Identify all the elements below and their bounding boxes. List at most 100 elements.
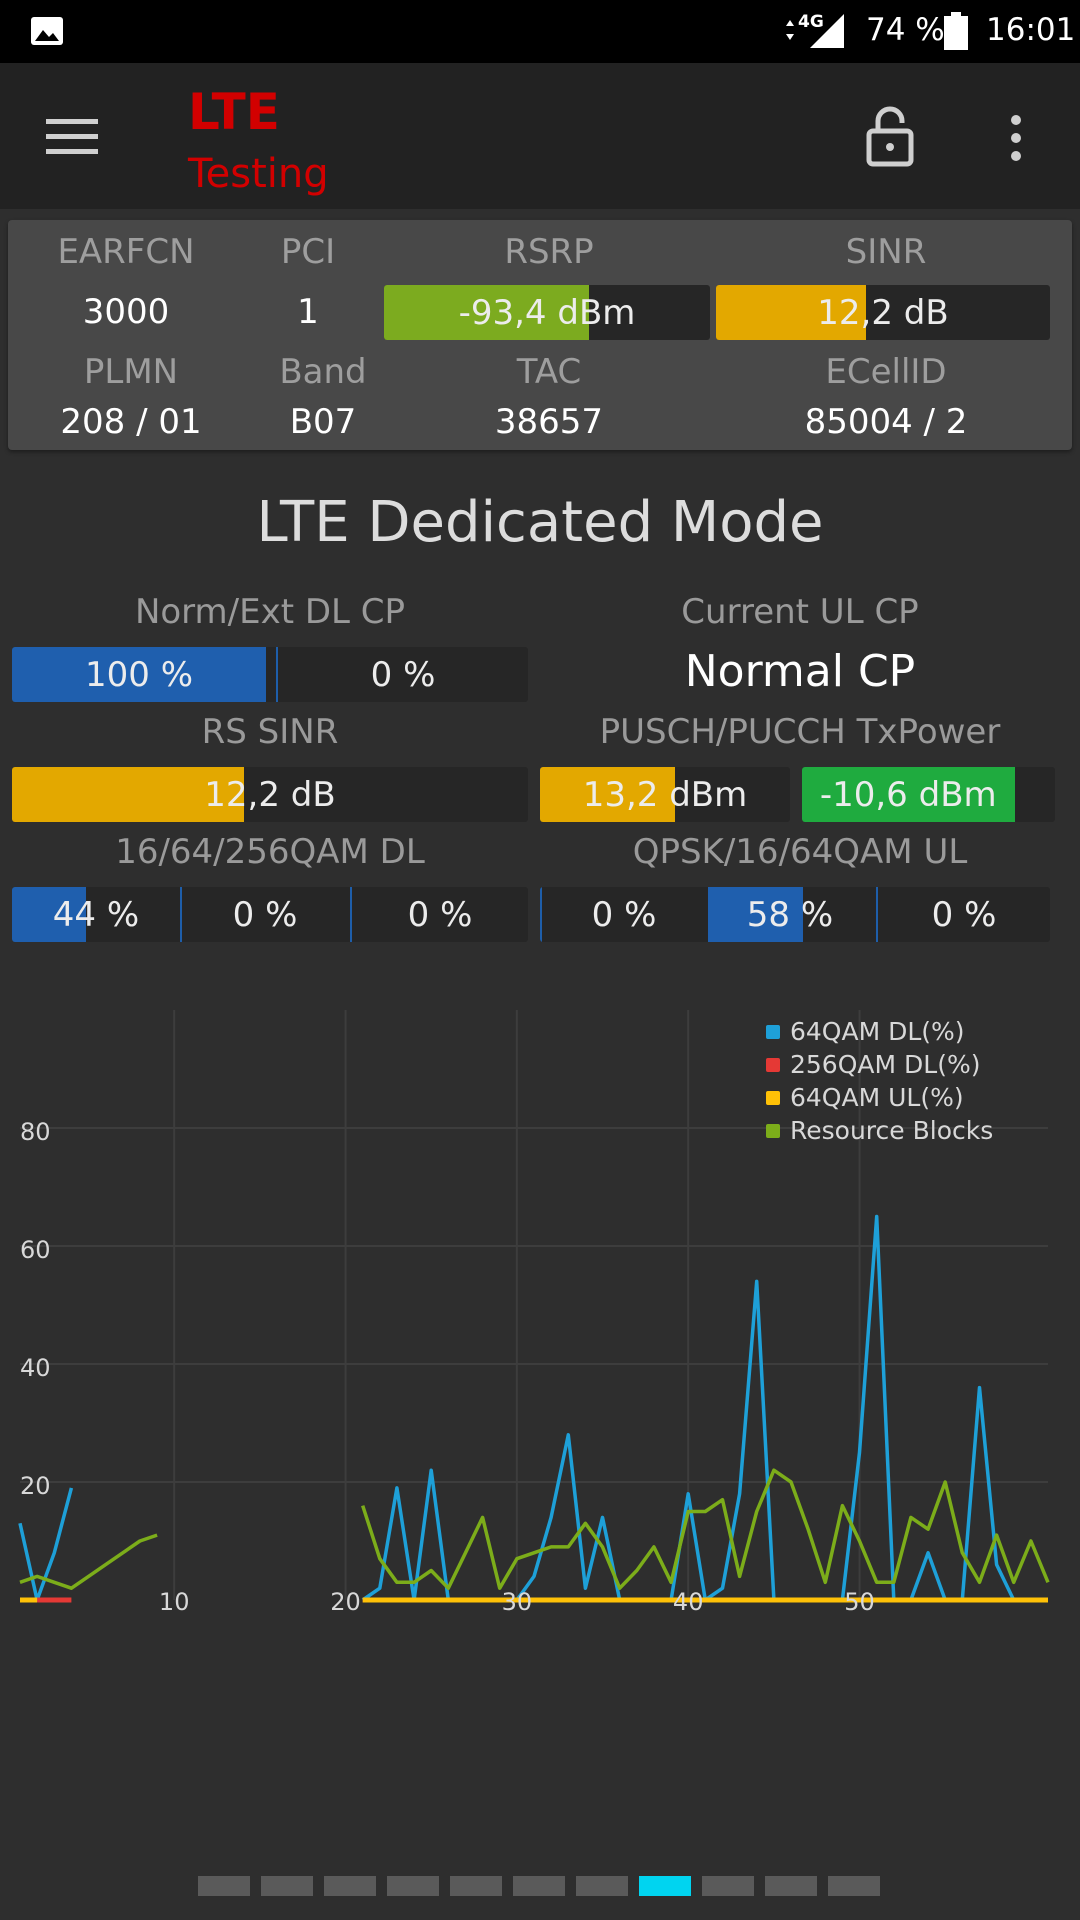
qpsk-ul-value: 0 % — [591, 894, 657, 935]
sinr-bar-fill — [716, 285, 866, 340]
plmn-value: 208 / 01 — [60, 402, 202, 442]
qam16-ul-value: 58 % — [746, 894, 834, 935]
ul-cp-value: Normal CP — [684, 646, 916, 697]
rsrp-bar: -93,4 dBm — [384, 285, 710, 340]
page-dot[interactable] — [765, 1876, 817, 1896]
app-bar: LTE Testing — [0, 63, 1080, 209]
more-vert-icon[interactable] — [1004, 113, 1028, 163]
pucch-value: -10,6 dBm — [819, 774, 997, 815]
legend-label: Resource Blocks — [790, 1116, 994, 1145]
battery-icon — [944, 12, 968, 50]
bar-separator — [350, 887, 352, 942]
dl-cp-normal-fill — [12, 647, 266, 702]
legend-label: 256QAM DL(%) — [790, 1050, 981, 1079]
ecellid-label: ECellID — [825, 352, 947, 392]
bar-separator — [540, 887, 542, 942]
tac-value: 38657 — [494, 402, 604, 442]
modulation-chart: 20 40 60 80 10 20 30 40 50 — [18, 1010, 1050, 1616]
bar-separator — [180, 887, 182, 942]
qam64-dl-value: 0 % — [232, 894, 298, 935]
earfcn-value: 3000 — [82, 292, 170, 332]
x-tick-label: 10 — [159, 1588, 190, 1616]
x-tick-label: 40 — [673, 1588, 704, 1616]
band-label: Band — [279, 352, 367, 392]
bar-separator — [276, 647, 278, 702]
y-tick-label: 80 — [20, 1118, 51, 1146]
status-bar: 4G 74 % 16:01 — [0, 0, 1080, 63]
legend-swatch — [766, 1090, 780, 1105]
legend-swatch — [766, 1057, 780, 1072]
legend-label: 64QAM DL(%) — [790, 1017, 965, 1046]
pci-label: PCI — [280, 232, 336, 272]
band-value: B07 — [289, 402, 357, 442]
page-dot[interactable] — [198, 1876, 250, 1896]
dl-cp-normal-value: 100 % — [84, 654, 193, 695]
legend-item: Resource Blocks — [766, 1114, 993, 1147]
y-tick-label: 40 — [20, 1354, 51, 1382]
qam256-dl-value: 0 % — [407, 894, 473, 935]
app-title: LTE — [188, 83, 280, 141]
page-dot[interactable] — [513, 1876, 565, 1896]
menu-icon[interactable] — [46, 115, 98, 159]
qam16-dl-value: 44 % — [52, 894, 140, 935]
network-type-label: 4G — [798, 12, 824, 32]
sinr-value: 12,2 dB — [817, 292, 949, 333]
pusch-value: 13,2 dBm — [582, 774, 748, 815]
page-dot[interactable] — [828, 1876, 880, 1896]
pucch-bar: -10,6 dBm — [802, 767, 1055, 822]
rs-sinr-label: RS SINR — [201, 712, 339, 752]
bar-separator — [876, 887, 878, 942]
tac-label: TAC — [516, 352, 582, 392]
legend-item: 64QAM DL(%) — [766, 1015, 993, 1048]
page-dot[interactable] — [324, 1876, 376, 1896]
rs-sinr-value: 12,2 dB — [204, 774, 336, 815]
pusch-bar: 13,2 dBm — [540, 767, 790, 822]
page-dot[interactable] — [450, 1876, 502, 1896]
qam-ul-label: QPSK/16/64QAM UL — [632, 832, 968, 872]
x-tick-label: 30 — [502, 1588, 533, 1616]
qam16-ul-fill — [708, 887, 803, 942]
clock: 16:01 — [986, 12, 1076, 48]
sinr-bar: 12,2 dB — [716, 285, 1050, 340]
battery-percent: 74 % — [866, 12, 945, 48]
rsrp-label: RSRP — [504, 232, 594, 272]
qam16-dl-fill — [12, 887, 86, 942]
dl-cp-ext-value: 0 % — [370, 654, 436, 695]
plmn-label: PLMN — [83, 352, 179, 392]
y-tick-label: 60 — [20, 1236, 51, 1264]
page-dot[interactable] — [576, 1876, 628, 1896]
qam-dl-bar: 44 % 0 % 0 % — [12, 887, 528, 942]
legend-item: 256QAM DL(%) — [766, 1048, 993, 1081]
series-line-resource-blocks — [361, 1468, 1050, 1590]
page-dot[interactable] — [261, 1876, 313, 1896]
rsrp-value: -93,4 dBm — [458, 292, 636, 333]
qam-ul-bar: 0 % 58 % 0 % — [540, 887, 1050, 942]
series-line-64qam-dl- — [18, 1487, 74, 1602]
page-dot[interactable] — [387, 1876, 439, 1896]
pci-value: 1 — [297, 292, 319, 332]
page-dot[interactable] — [702, 1876, 754, 1896]
series-line-resource-blocks — [19, 1533, 158, 1590]
txpower-label: PUSCH/PUCCH TxPower — [599, 712, 1001, 752]
dl-cp-label: Norm/Ext DL CP — [134, 592, 406, 632]
ecellid-value: 85004 / 2 — [804, 402, 968, 442]
legend-item: 64QAM UL(%) — [766, 1081, 993, 1114]
qam64-ul-value: 0 % — [931, 894, 997, 935]
app-subtitle: Testing — [188, 151, 329, 197]
qam-dl-label: 16/64/256QAM DL — [115, 832, 425, 872]
network-signal-icon: 4G — [786, 12, 844, 48]
x-tick-label: 20 — [330, 1588, 361, 1616]
lock-icon[interactable] — [866, 105, 914, 167]
page-indicator — [198, 1876, 891, 1896]
chart-legend: 64QAM DL(%) 256QAM DL(%) 64QAM UL(%) Resour… — [766, 1015, 993, 1147]
legend-swatch — [766, 1024, 780, 1039]
sinr-label: SINR — [845, 232, 927, 272]
legend-swatch — [766, 1123, 780, 1138]
page-dot[interactable] — [639, 1876, 691, 1896]
y-tick-label: 20 — [20, 1472, 51, 1500]
rs-sinr-bar-fill — [12, 767, 244, 822]
page-title: LTE Dedicated Mode — [256, 490, 824, 555]
dl-cp-bar: 100 % 0 % — [12, 647, 528, 702]
legend-label: 64QAM UL(%) — [790, 1083, 964, 1112]
pucch-bar-fill — [802, 767, 1015, 822]
